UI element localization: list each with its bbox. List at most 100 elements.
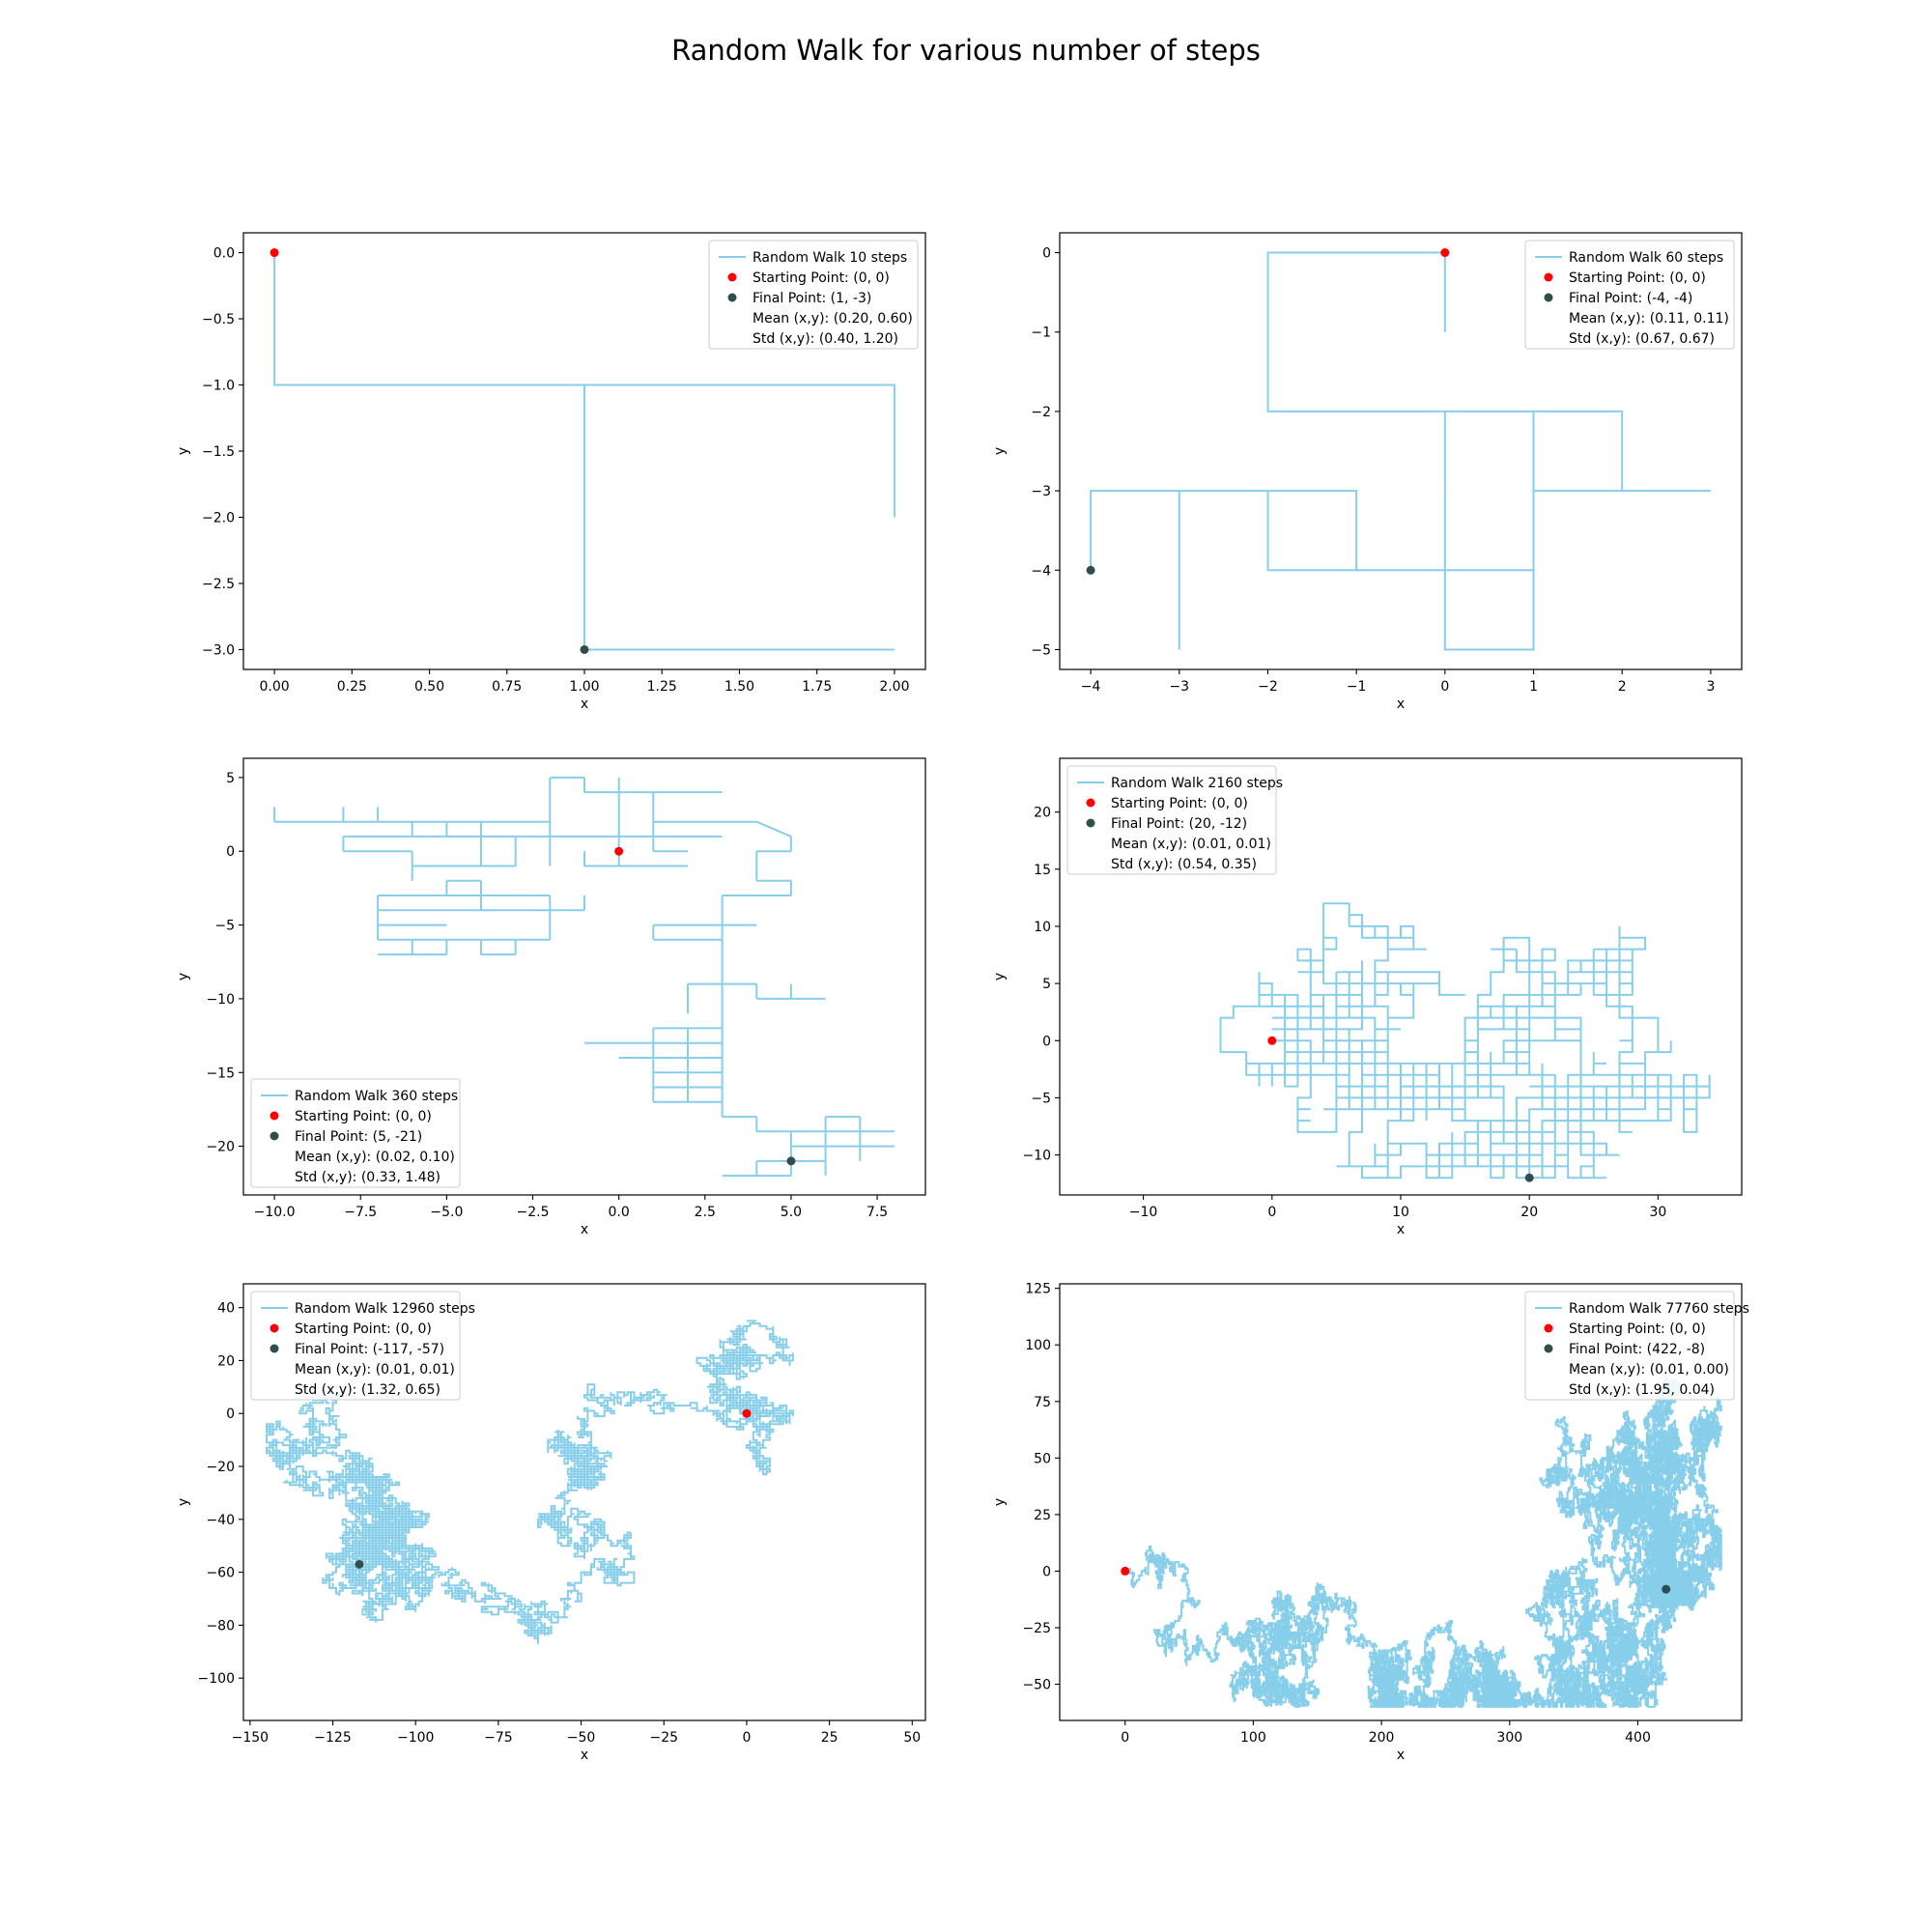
x-tick-label: 7.5	[867, 1205, 888, 1220]
x-axis-label: x	[1397, 1222, 1405, 1237]
legend-entry: Mean (x,y): (0.20, 0.60)	[753, 311, 913, 327]
figure-title: Random Walk for various number of steps	[671, 34, 1261, 67]
x-tick-label: −100	[397, 1730, 434, 1746]
final-point-marker	[355, 1559, 364, 1569]
legend-entry: Random Walk 77760 steps	[1569, 1301, 1749, 1317]
x-tick-label: 300	[1496, 1730, 1522, 1746]
x-tick-label: −150	[232, 1730, 269, 1746]
x-tick-label: 20	[1520, 1205, 1538, 1220]
x-tick-label: 30	[1650, 1205, 1667, 1220]
x-tick-label: 0	[1121, 1730, 1129, 1746]
x-tick-label: 1.25	[647, 679, 677, 695]
legend-entry: Mean (x,y): (0.01, 0.01)	[295, 1362, 455, 1378]
y-tick-label: −15	[206, 1065, 235, 1081]
y-tick-label: 5	[1042, 977, 1051, 992]
y-tick-label: 5	[226, 771, 235, 786]
legend-entry: Std (x,y): (0.54, 0.35)	[1111, 857, 1257, 872]
final-point-marker	[786, 1156, 796, 1166]
x-tick-label: 200	[1369, 1730, 1395, 1746]
legend-entry: Random Walk 2160 steps	[1111, 776, 1283, 791]
y-tick-label: −10	[206, 992, 235, 1008]
y-tick-label: 25	[1034, 1508, 1051, 1523]
x-tick-label: 0.0	[609, 1205, 630, 1220]
subplot-6: 0 100 200 300 400 125 100 75 50 25 0 −25 −50 x y Random…	[992, 1282, 1749, 1763]
x-tick-label: 0.25	[337, 679, 367, 695]
legend-start-swatch	[270, 1111, 279, 1121]
legend-final-swatch	[1544, 1344, 1553, 1353]
x-axis-label: x	[581, 696, 588, 712]
legend-final-swatch	[270, 1131, 279, 1141]
legend-final-swatch	[270, 1344, 279, 1353]
y-tick-label: 0	[226, 844, 235, 860]
x-tick-label: 50	[903, 1730, 921, 1746]
y-tick-label: −1	[1031, 326, 1051, 341]
x-axis-label: x	[1397, 696, 1405, 712]
walk-path	[273, 252, 895, 651]
legend-start-swatch	[1086, 798, 1095, 808]
y-tick-label: 50	[1034, 1451, 1051, 1466]
y-tick-label: −5	[214, 919, 235, 934]
y-tick-label: 0	[1042, 1564, 1051, 1579]
legend-entry: Mean (x,y): (0.11, 0.11)	[1569, 311, 1729, 327]
walk-path	[273, 776, 895, 1178]
legend-entry: Random Walk 12960 steps	[295, 1301, 475, 1317]
legend-entry: Starting Point: (0, 0)	[295, 1321, 432, 1337]
legend-entry: Mean (x,y): (0.01, 0.01)	[1111, 837, 1271, 852]
legend-entry: Random Walk 360 steps	[295, 1089, 458, 1104]
legend-entry: Mean (x,y): (0.01, 0.00)	[1569, 1362, 1729, 1378]
final-point-marker	[1662, 1584, 1671, 1594]
legend: Random Walk 60 steps Starting Point: (0, …	[1524, 240, 1735, 350]
y-tick-label: 100	[1025, 1338, 1051, 1353]
y-tick-label: 20	[1034, 806, 1051, 821]
x-tick-label: 1.75	[802, 679, 832, 695]
x-tick-label: 0	[1267, 1205, 1276, 1220]
legend-box	[1066, 765, 1277, 875]
y-tick-label: −20	[206, 1460, 235, 1475]
legend-entry: Starting Point: (0, 0)	[295, 1109, 432, 1124]
x-tick-label: 0.50	[414, 679, 444, 695]
y-tick-label: −20	[206, 1140, 235, 1155]
legend: Random Walk 77760 steps Starting Point: (…	[1524, 1291, 1749, 1401]
x-tick-label: 0	[1440, 679, 1449, 695]
y-tick-label: 10	[1034, 920, 1051, 935]
legend-entry: Std (x,y): (0.33, 1.48)	[295, 1170, 440, 1185]
x-tick-label: −25	[649, 1730, 678, 1746]
x-tick-label: −125	[314, 1730, 351, 1746]
legend-box	[250, 1078, 461, 1188]
legend-box	[1524, 1291, 1735, 1401]
legend-entry: Std (x,y): (0.40, 1.20)	[753, 331, 898, 347]
x-tick-label: 1.00	[569, 679, 599, 695]
axes-frame	[242, 757, 926, 1196]
legend-start-swatch	[727, 272, 737, 282]
final-point-marker	[580, 644, 589, 654]
y-tick-label: −4	[1031, 563, 1051, 579]
y-tick-label: −80	[206, 1618, 235, 1634]
legend-entry: Std (x,y): (1.95, 0.04)	[1569, 1382, 1715, 1398]
subplot-5: −150 −125 −100 −75 −50 −25 0 25 50 40 20 0 −20 −40 −60…	[176, 1283, 926, 1763]
y-tick-label: 0	[1042, 246, 1051, 262]
legend: Random Walk 10 steps Starting Point: (0, …	[708, 240, 919, 350]
y-tick-label: −3.0	[202, 642, 235, 658]
legend-final-swatch	[1544, 293, 1553, 302]
x-tick-label: −75	[484, 1730, 513, 1746]
y-tick-label: −2.5	[202, 577, 235, 592]
x-tick-label: −2	[1258, 679, 1278, 695]
legend-final-swatch	[1086, 818, 1095, 828]
axes-frame	[242, 1283, 926, 1721]
starting-point-marker	[742, 1408, 752, 1418]
y-tick-label: 0	[1042, 1034, 1051, 1049]
legend-final-swatch	[727, 293, 737, 302]
y-tick-label: −2.0	[202, 510, 235, 526]
legend-entry: Mean (x,y): (0.02, 0.10)	[295, 1150, 455, 1165]
x-tick-label: −2.5	[517, 1205, 550, 1220]
y-tick-label: −0.5	[202, 312, 235, 327]
x-tick-label: −1	[1347, 679, 1367, 695]
subplot-4: −10 0 10 20 30 20 15 10 5 0 −5 −10 x y Random Walk 216…	[992, 757, 1743, 1237]
y-tick-label: −1.5	[202, 444, 235, 460]
legend-entry: Starting Point: (0, 0)	[753, 270, 890, 286]
legend-entry: Starting Point: (0, 0)	[1111, 796, 1248, 811]
x-tick-label: −5.0	[430, 1205, 463, 1220]
starting-point-marker	[1267, 1036, 1277, 1045]
legend: Random Walk 2160 steps Starting Point: (0…	[1066, 765, 1283, 875]
